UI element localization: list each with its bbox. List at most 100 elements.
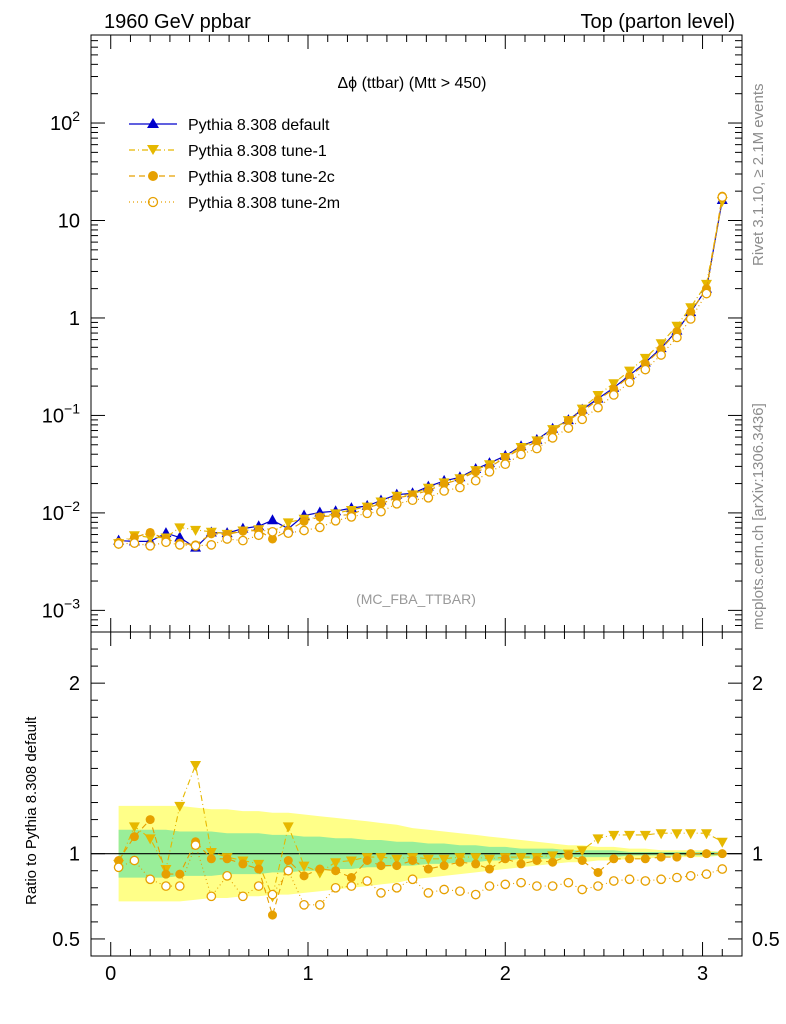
ratio-point-3-17 [376,888,386,898]
data-point-3-29 [563,423,574,433]
ratio-point-1-34 [639,830,651,841]
data-point-1-33 [624,366,636,377]
ratio-point-3-20 [423,888,434,898]
legend-label-tune-1: Pythia 8.308 tune-1 [188,143,327,160]
ratio-point-2-2 [145,815,155,825]
legend-marker-circle [148,171,158,181]
ratio-point-3-15 [346,881,357,891]
ratio-point-1-39 [716,837,728,848]
ratio-point-3-28 [547,881,558,891]
ratio-point-2-15 [346,873,356,883]
data-point-3-22 [455,482,465,493]
ratio-point-2-10 [267,910,277,920]
ratio-point-1-24 [483,854,495,865]
data-point-3-30 [577,414,588,425]
header-right: Top (parton level) [580,11,735,33]
data-point-3-19 [407,495,418,506]
series-line-1 [118,200,723,544]
ratio-point-1-2 [144,834,156,845]
x-tick-label: 2 [500,963,511,985]
data-point-3-0 [113,539,124,549]
legend-item-default: Pythia 8.308 default [129,117,330,134]
data-point-3-31 [593,402,603,413]
ratio-point-2-31 [593,867,603,877]
data-point-1-32 [608,379,620,390]
legend-item-tune-2m: Pythia 8.308 tune-2m [129,195,340,212]
ratio-point-3-26 [516,877,526,888]
data-point-3-9 [253,530,264,541]
ratio-point-1-21 [438,854,450,865]
data-point-1-11 [282,518,294,529]
ratio-point-3-13 [314,899,325,910]
data-point-2-30 [577,407,587,417]
ratio-point-1-18 [391,854,403,865]
series-line-2 [118,195,723,546]
data-point-2-31 [593,395,603,405]
ratio-point-3-12 [299,899,309,910]
ratio-point-1-28 [547,851,559,862]
data-point-3-5 [190,540,201,551]
data-point-0-4 [174,531,186,542]
data-point-2-37 [686,307,696,317]
header-left: 1960 GeV ppbar [104,11,251,33]
data-point-3-27 [531,443,542,454]
ratio-point-2-0 [114,856,124,866]
ratio-point-1-30 [576,846,588,857]
ratio-point-3-36 [672,872,682,883]
ratio-point-3-23 [470,889,481,900]
data-point-3-20 [423,492,434,503]
ratio-series-layer [113,761,728,920]
ratio-point-1-11 [282,822,294,833]
ratio-point-3-5 [190,840,201,851]
ratio-point-3-4 [174,881,185,891]
data-point-2-8 [238,526,248,536]
main-y-tick-labels: 10−3 10−2 10−1 1 10 102 [42,108,80,622]
ratio-point-2-30 [577,856,587,866]
ratio-point-2-36 [672,852,682,862]
ratio-point-3-37 [685,871,696,881]
ratio-y-tick-label-left: 1 [69,844,80,866]
data-point-1-5 [190,525,202,536]
ratio-point-2-4 [175,869,185,879]
ratio-point-2-16 [362,856,372,866]
ratio-point-3-29 [563,877,574,888]
data-point-3-28 [547,432,558,443]
ratio-point-1-32 [608,830,620,841]
data-point-3-8 [238,535,248,546]
data-point-3-33 [624,377,635,388]
data-point-2-29 [563,416,573,426]
ratio-point-2-1 [129,832,139,842]
ratio-point-2-39 [717,849,727,859]
ratio-point-3-21 [439,884,449,895]
legend-label-tune-2c: Pythia 8.308 tune-2c [188,169,335,186]
ratio-point-3-16 [362,876,373,886]
main-y-tick-label: 10−1 [42,400,80,427]
data-point-3-23 [470,475,481,486]
data-point-2-17 [376,499,386,509]
ratio-point-1-4 [174,801,186,812]
data-point-1-35 [655,339,667,350]
ratio-point-3-14 [330,882,341,893]
legend-label-tune-2m: Pythia 8.308 tune-2m [188,195,340,212]
data-point-3-4 [174,540,185,550]
legend-item-tune-2c: Pythia 8.308 tune-2c [129,169,335,186]
ratio-point-3-39 [717,864,728,874]
ratio-point-3-30 [577,884,588,895]
data-point-2-10 [267,534,277,544]
ratio-point-3-3 [161,881,171,891]
data-point-3-1 [129,538,140,548]
ratio-point-3-33 [624,874,635,885]
ratio-point-2-25 [500,854,510,864]
data-point-3-6 [206,540,217,550]
ratio-y-tick-label-left: 2 [69,673,80,695]
ratio-y-tick-label-right: 1 [752,844,763,866]
ratio-point-3-25 [500,879,511,890]
ratio-point-1-6 [205,847,217,858]
data-point-2-20 [423,485,433,495]
ratio-point-3-32 [608,876,619,886]
legend: Pythia 8.308 default Pythia 8.308 tune-1… [129,117,340,212]
ratio-point-3-18 [391,882,402,893]
data-point-3-25 [500,459,511,470]
ratio-point-2-3 [161,869,171,879]
data-point-3-11 [283,528,294,538]
